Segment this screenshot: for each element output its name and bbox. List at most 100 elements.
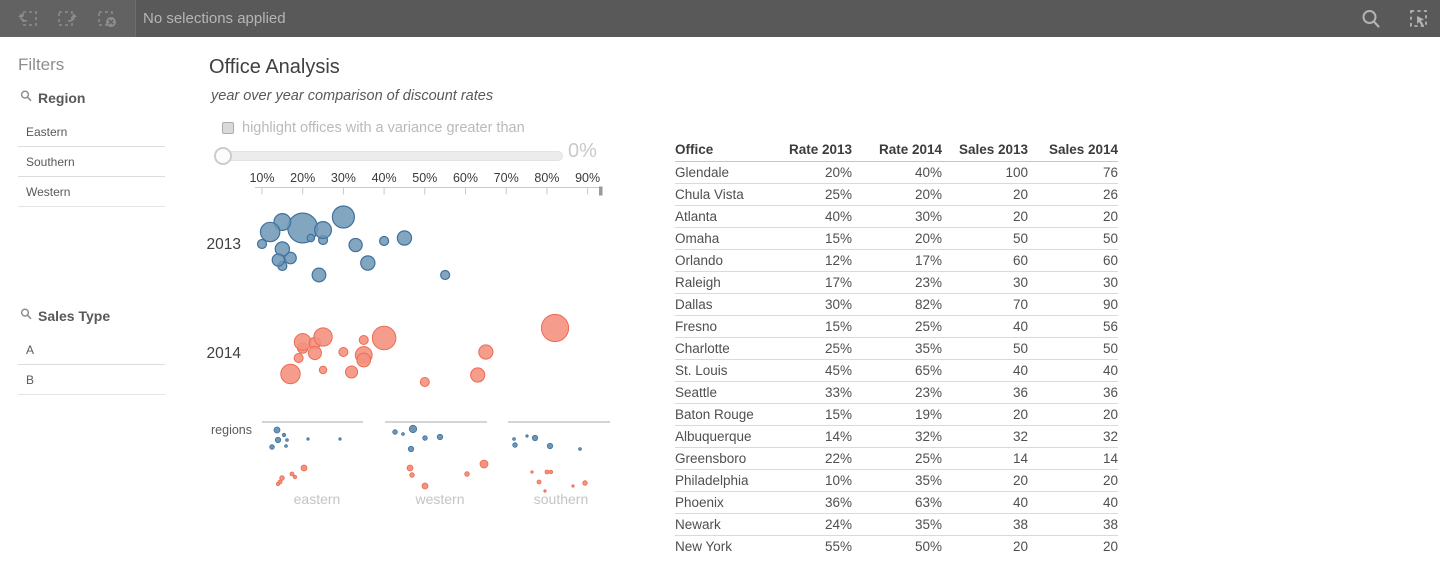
value-cell[interactable]: 20 bbox=[942, 183, 1028, 206]
bubble-2013-newark[interactable] bbox=[311, 267, 327, 283]
bubble-2013-raleigh[interactable] bbox=[284, 251, 297, 265]
bubble-2013-philadelphia[interactable] bbox=[256, 238, 268, 250]
value-cell[interactable]: 45% bbox=[775, 359, 852, 382]
bubble-2013-orlando[interactable] bbox=[259, 221, 281, 243]
mini-dot-2014-eastern[interactable] bbox=[279, 475, 285, 481]
value-cell[interactable]: 65% bbox=[852, 359, 942, 382]
value-cell[interactable]: 33% bbox=[775, 381, 852, 404]
bubble-2014-albuquerque[interactable] bbox=[344, 365, 359, 379]
clear-selections-icon[interactable] bbox=[96, 9, 118, 29]
bubble-2014-newark[interactable] bbox=[356, 352, 372, 368]
mini-dot-2014-western[interactable] bbox=[409, 472, 415, 478]
mini-dot-2013-western[interactable] bbox=[401, 432, 405, 436]
mini-dot-2013-southern[interactable] bbox=[531, 434, 539, 442]
value-cell[interactable]: 60 bbox=[942, 249, 1028, 272]
office-cell[interactable]: St. Louis bbox=[675, 359, 775, 382]
mini-dot-2013-eastern[interactable] bbox=[338, 437, 342, 441]
bubble-2014-fresno[interactable] bbox=[313, 327, 333, 347]
value-cell[interactable]: 36 bbox=[942, 381, 1028, 404]
mini-dot-2014-western[interactable] bbox=[406, 464, 414, 472]
value-cell[interactable]: 30 bbox=[942, 271, 1028, 294]
bubble-2013-charlotte[interactable] bbox=[314, 221, 333, 240]
value-cell[interactable]: 14 bbox=[942, 447, 1028, 470]
value-cell[interactable]: 40 bbox=[942, 491, 1028, 514]
value-cell[interactable]: 20 bbox=[1028, 205, 1118, 228]
office-cell[interactable]: Raleigh bbox=[675, 271, 775, 294]
value-cell[interactable]: 50 bbox=[1028, 337, 1118, 360]
mini-dot-2013-western[interactable] bbox=[436, 433, 444, 441]
mini-dot-2014-eastern[interactable] bbox=[289, 471, 295, 477]
office-cell[interactable]: Newark bbox=[675, 513, 775, 536]
office-cell[interactable]: Chula Vista bbox=[675, 183, 775, 206]
mini-dot-2014-eastern[interactable] bbox=[275, 481, 281, 487]
mini-dot-2013-eastern[interactable] bbox=[284, 444, 288, 448]
mini-dot-2013-southern[interactable] bbox=[512, 442, 518, 448]
value-cell[interactable]: 50 bbox=[942, 227, 1028, 250]
bubble-2013-new-york[interactable] bbox=[440, 269, 451, 281]
mini-dot-2014-western[interactable] bbox=[464, 471, 470, 477]
mini-dot-2013-western[interactable] bbox=[392, 429, 398, 435]
mini-dot-2013-southern[interactable] bbox=[546, 442, 554, 450]
value-cell[interactable]: 20 bbox=[1102, 538, 1118, 554]
bubble-2013-phoenix[interactable] bbox=[360, 255, 376, 271]
column-header-office[interactable]: Office bbox=[675, 139, 775, 162]
mini-dot-2013-eastern[interactable] bbox=[273, 426, 281, 434]
bubble-2014-glendale[interactable] bbox=[371, 325, 397, 351]
value-cell[interactable]: 24% bbox=[775, 513, 852, 536]
mini-dot-2013-eastern[interactable] bbox=[281, 432, 287, 438]
value-cell[interactable]: 30 bbox=[1028, 271, 1118, 294]
value-cell[interactable]: 25% bbox=[852, 315, 942, 338]
value-cell[interactable]: 50 bbox=[1028, 227, 1118, 250]
mini-dot-2014-western[interactable] bbox=[421, 482, 429, 490]
bubble-2014-orlando[interactable] bbox=[280, 363, 301, 385]
filter-item-southern[interactable]: Southern bbox=[18, 147, 165, 177]
value-cell[interactable]: 38 bbox=[942, 513, 1028, 536]
value-cell[interactable]: 20 bbox=[1028, 469, 1118, 492]
value-cell[interactable]: 76 bbox=[1028, 161, 1118, 184]
value-cell[interactable]: 40 bbox=[1028, 359, 1118, 382]
value-cell[interactable]: 20% bbox=[775, 161, 852, 184]
mini-dot-2014-southern[interactable] bbox=[544, 469, 550, 475]
value-cell[interactable]: 32% bbox=[852, 425, 942, 448]
value-cell[interactable]: 17% bbox=[852, 249, 942, 272]
office-cell[interactable]: Fresno bbox=[675, 315, 775, 338]
value-cell[interactable]: 23% bbox=[852, 381, 942, 404]
mini-dot-2013-southern[interactable] bbox=[525, 434, 529, 438]
value-cell[interactable]: 60 bbox=[1028, 249, 1118, 272]
mini-dot-2013-eastern[interactable] bbox=[269, 444, 275, 450]
value-cell[interactable]: 22% bbox=[775, 447, 852, 470]
value-cell[interactable]: 35% bbox=[852, 337, 942, 360]
column-header-rate-2014[interactable]: Rate 2014 bbox=[852, 139, 942, 162]
mini-dot-2013-western[interactable] bbox=[422, 435, 428, 441]
value-cell[interactable]: 55% bbox=[824, 538, 852, 554]
value-cell[interactable]: 40 bbox=[942, 359, 1028, 382]
value-cell[interactable]: 50 bbox=[942, 337, 1028, 360]
bubble-2014-dallas[interactable] bbox=[540, 313, 570, 343]
value-cell[interactable]: 23% bbox=[852, 271, 942, 294]
filter-header-sales-type[interactable]: Sales Type bbox=[20, 307, 168, 325]
value-cell[interactable]: 10% bbox=[775, 469, 852, 492]
mini-dot-2014-southern[interactable] bbox=[571, 484, 575, 488]
value-cell[interactable]: 20% bbox=[852, 227, 942, 250]
value-cell[interactable]: 25% bbox=[775, 337, 852, 360]
value-cell[interactable]: 19% bbox=[852, 403, 942, 426]
value-cell[interactable]: 36 bbox=[1028, 381, 1118, 404]
column-header-rate-2013[interactable]: Rate 2013 bbox=[775, 139, 852, 162]
mini-dot-2013-southern[interactable] bbox=[512, 437, 516, 441]
value-cell[interactable]: 30% bbox=[775, 293, 852, 316]
value-cell[interactable]: 25% bbox=[775, 183, 852, 206]
value-cell[interactable]: 35% bbox=[852, 513, 942, 536]
office-cell[interactable]: Charlotte bbox=[675, 337, 775, 360]
value-cell[interactable]: 25% bbox=[852, 447, 942, 470]
office-cell[interactable]: Seattle bbox=[675, 381, 775, 404]
value-cell[interactable]: 17% bbox=[775, 271, 852, 294]
value-cell[interactable]: 40% bbox=[775, 205, 852, 228]
mini-dot-2014-eastern[interactable] bbox=[300, 464, 308, 472]
office-cell[interactable]: Greensboro bbox=[675, 447, 775, 470]
mini-dot-2014-southern[interactable] bbox=[536, 479, 542, 485]
variance-slider-handle[interactable] bbox=[214, 147, 232, 165]
mini-dot-2013-eastern[interactable] bbox=[285, 438, 289, 442]
value-cell[interactable]: 38 bbox=[1028, 513, 1118, 536]
value-cell[interactable]: 40% bbox=[852, 161, 942, 184]
bubble-2014-baton-rouge[interactable] bbox=[293, 353, 304, 363]
